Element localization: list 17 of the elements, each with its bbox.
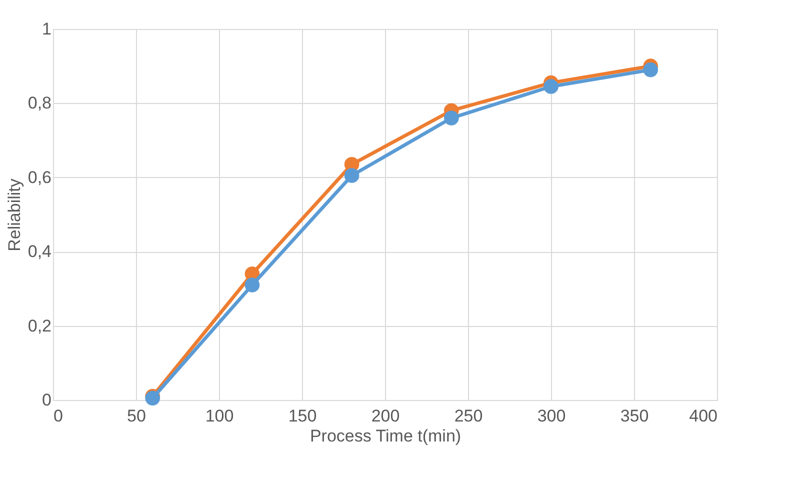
x-axis-title: Process Time t(min) <box>310 426 462 446</box>
x-tick-label: 50 <box>127 406 146 426</box>
x-tick-label: 350 <box>620 406 649 426</box>
x-tick-label: 400 <box>689 406 718 426</box>
y-tick-label: 0,6 <box>28 168 52 187</box>
x-tick-label: 0 <box>54 406 63 426</box>
x-tick-label: 250 <box>454 406 483 426</box>
y-tick-label: 0,8 <box>28 94 52 113</box>
x-tick-label: 150 <box>288 406 317 426</box>
y-axis-title: Reliability <box>4 178 24 252</box>
y-tick-label: 0 <box>42 390 52 410</box>
y-tick-label: 1 <box>42 20 52 38</box>
x-tick-label: 200 <box>371 406 400 426</box>
x-tick-label: 100 <box>205 406 234 426</box>
y-tick-label: 0,2 <box>28 316 52 336</box>
y-tick-label: 0,4 <box>28 242 52 262</box>
x-tick-label: 300 <box>537 406 566 426</box>
